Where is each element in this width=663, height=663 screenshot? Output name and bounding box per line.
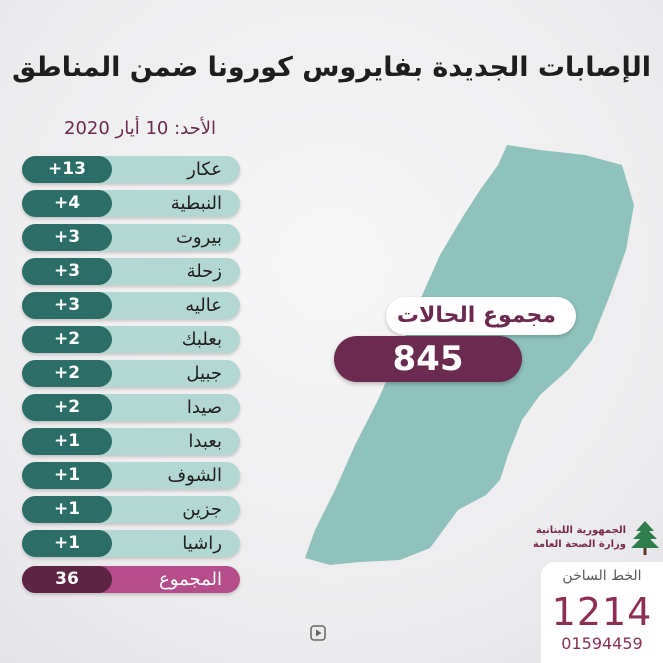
region-value: +1 <box>22 496 112 523</box>
logo-line-2: وزارة الصحة العامة <box>532 539 626 550</box>
region-name: بيروت <box>175 227 222 248</box>
region-value: +3 <box>22 224 112 251</box>
region-value: +1 <box>22 530 112 557</box>
region-value: +1 <box>22 428 112 455</box>
hotline-number-2: 01594459 <box>561 634 643 653</box>
region-row: +2 جبيل <box>22 360 240 387</box>
region-name: النبطية <box>170 193 222 214</box>
region-name: راشيا <box>182 533 222 554</box>
region-row: +2 بعلبك <box>22 326 240 353</box>
hotline-label: الخط الساخن <box>562 568 642 584</box>
page-title: الإصابات الجديدة بفايروس كورونا ضمن المن… <box>11 52 652 83</box>
region-name: جبيل <box>186 363 222 384</box>
region-name: عاليه <box>185 295 222 316</box>
ministry-logo: الجمهورية اللبنانية وزارة الصحة العامة <box>533 517 660 561</box>
play-icon[interactable] <box>310 625 326 641</box>
region-row: +13 عكار <box>22 156 240 183</box>
region-value: +2 <box>22 394 112 421</box>
cedar-icon <box>631 521 659 555</box>
region-row: +3 بيروت <box>22 224 240 251</box>
region-row: +1 بعبدا <box>22 428 240 455</box>
region-name: جزين <box>182 499 222 520</box>
region-name: بعبدا <box>188 431 222 452</box>
total-row: 36 المجموع <box>22 566 240 593</box>
total-row-value: 36 <box>22 566 112 593</box>
region-row: +4 النبطية <box>22 190 240 217</box>
region-row: +3 زحلة <box>22 258 240 285</box>
region-value: +3 <box>22 258 112 285</box>
report-date: الأحد: 10 أيار 2020 <box>64 118 216 139</box>
region-value: +2 <box>22 360 112 387</box>
region-name: عكار <box>187 159 222 180</box>
region-value: +4 <box>22 190 112 217</box>
region-value: +2 <box>22 326 112 353</box>
region-name: زحلة <box>186 261 222 282</box>
cases-total-label: مجموع الحالات <box>386 297 576 335</box>
region-row: +3 عاليه <box>22 292 240 319</box>
region-name: صيدا <box>186 397 222 418</box>
region-name: الشوف <box>167 465 222 486</box>
region-value: +3 <box>22 292 112 319</box>
total-row-label: المجموع <box>159 569 222 590</box>
region-value: +1 <box>22 462 112 489</box>
hotline-box: الخط الساخن 1214 01594459 <box>541 562 663 663</box>
region-row: +1 راشيا <box>22 530 240 557</box>
region-value: +13 <box>22 156 112 183</box>
region-row: +1 الشوف <box>22 462 240 489</box>
logo-line-1: الجمهورية اللبنانية <box>535 525 626 536</box>
region-row: +2 صيدا <box>22 394 240 421</box>
hotline-number: 1214 <box>551 590 653 634</box>
cases-total-value: 845 <box>334 336 522 382</box>
cases-total-label-text: مجموع الحالات <box>396 303 556 328</box>
region-row: +1 جزين <box>22 496 240 523</box>
region-name: بعلبك <box>181 329 222 350</box>
